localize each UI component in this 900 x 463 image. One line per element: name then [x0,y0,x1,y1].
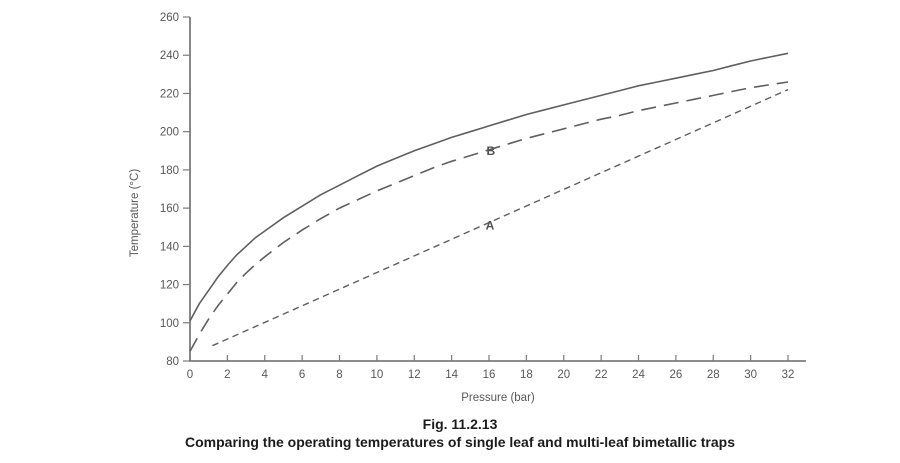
figure-number: Fig. 11.2.13 [422,416,498,432]
x-tick-label: 24 [632,369,645,381]
x-tick-label: 14 [445,369,458,381]
x-tick-label: 28 [707,369,720,381]
x-tick-label: 16 [483,369,496,381]
single-leaf-trap-line-A [212,88,789,347]
y-tick-label: 240 [160,50,179,62]
x-tick-label: 12 [408,369,421,381]
x-tick-label: 18 [520,369,533,381]
x-tick-label: 26 [669,369,682,381]
x-tick-label: 0 [187,369,193,381]
x-tick-label: 32 [782,369,795,381]
y-tick-label: 260 [160,12,179,24]
y-tick-label: 220 [160,88,179,100]
steam-saturation-curve [189,52,789,322]
y-tick-label: 80 [166,356,179,368]
y-axis-title: Temperature (°C) [129,169,141,257]
x-tick-label: 20 [557,369,570,381]
y-tick-label: 160 [160,203,179,215]
series-label-B: B [487,144,496,158]
y-tick-label: 200 [160,127,179,139]
x-tick-label: 4 [262,369,269,381]
y-tick-label: 120 [160,280,179,292]
x-tick-label: 22 [595,369,608,381]
figure-title: Comparing the operating temperatures of … [185,433,735,450]
x-tick-label: 30 [744,369,757,381]
x-tick-label: 10 [370,369,383,381]
x-tick-label: 8 [336,369,342,381]
multi-leaf-trap-curve-B [189,81,789,352]
x-axis-title: Pressure (bar) [461,392,535,404]
figure-caption: Fig. 11.2.13 Comparing the operating tem… [10,416,900,451]
x-tick-label: 6 [299,369,305,381]
y-tick-label: 140 [160,241,179,253]
y-tick-label: 100 [160,318,179,330]
series-label-A: A [486,218,495,232]
y-tick-label: 180 [160,165,179,177]
x-tick-label: 2 [224,369,230,381]
